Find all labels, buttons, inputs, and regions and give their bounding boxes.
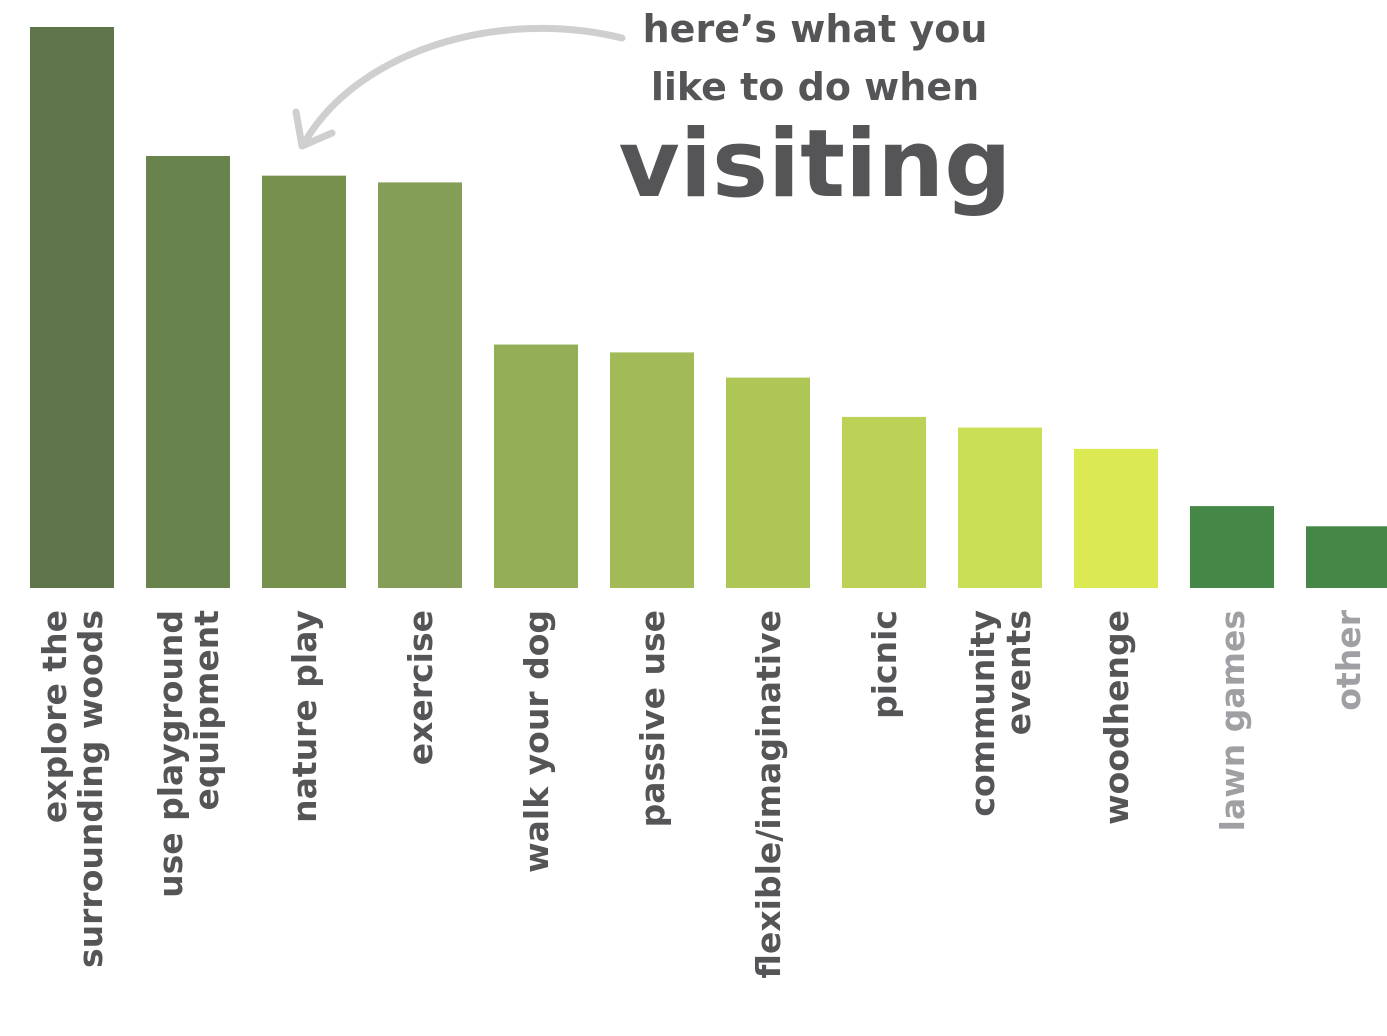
bar-7 xyxy=(842,416,926,588)
category-label-3-line-0: exercise xyxy=(401,610,440,765)
bar-1 xyxy=(146,156,230,588)
category-label-6-line-0: flexible/imaginative xyxy=(749,610,788,978)
category-label-4-line-0: walk your dog xyxy=(517,610,556,873)
category-label-8-line-0: community xyxy=(963,610,1002,817)
chart-title-line-1: here’s what you xyxy=(643,7,988,51)
curved-arrow-icon xyxy=(302,24,626,144)
category-label-8-line-1: events xyxy=(999,610,1038,735)
category-label-7-line-0: picnic xyxy=(865,610,904,719)
category-label-2-line-0: nature play xyxy=(285,610,324,823)
bar-6 xyxy=(726,377,810,588)
bar-9 xyxy=(1074,448,1158,588)
category-label-10-line-0: lawn games xyxy=(1213,610,1252,831)
bar-10 xyxy=(1190,506,1274,588)
category-label-0-line-1: surrounding woods xyxy=(71,610,110,968)
bar-4 xyxy=(494,344,578,588)
bar-0 xyxy=(30,27,114,588)
category-label-9-line-0: woodhenge xyxy=(1097,610,1136,825)
category-label-0-line-0: explore the xyxy=(35,610,74,823)
chart-title-emphasis: visiting xyxy=(618,110,1011,219)
arrow-head-icon xyxy=(292,108,336,150)
chart-title-line-2: like to do when xyxy=(651,65,979,109)
bar-11 xyxy=(1306,526,1387,588)
category-label-1-line-0: use playground xyxy=(151,610,190,898)
category-label-1-line-1: equipment xyxy=(187,610,226,811)
category-label-5-line-0: passive use xyxy=(633,610,672,827)
bar-2 xyxy=(262,175,346,589)
bar-8 xyxy=(958,427,1042,588)
category-label-11-line-0: other xyxy=(1329,609,1368,710)
bar-5 xyxy=(610,352,694,588)
bar-3 xyxy=(378,182,462,588)
bars-group xyxy=(30,27,1387,589)
